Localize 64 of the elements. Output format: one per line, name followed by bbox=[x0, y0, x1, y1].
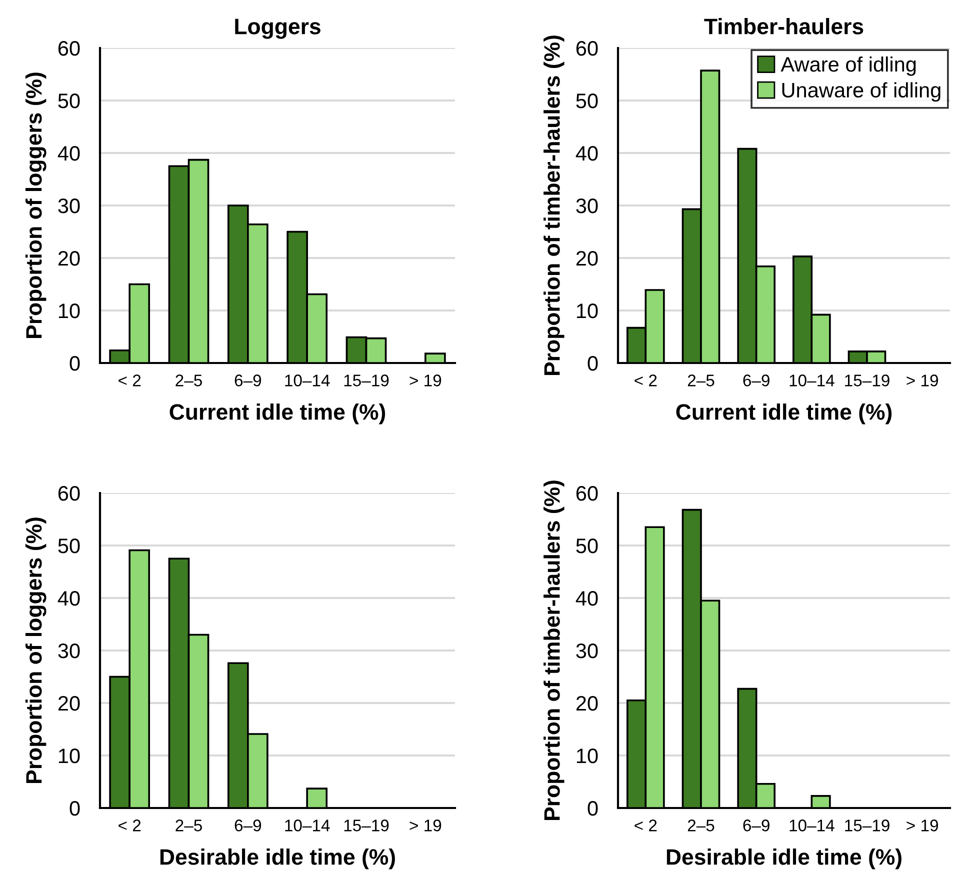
y-tick-label: 10 bbox=[576, 748, 598, 764]
x-tick-label: 10–14 bbox=[790, 820, 834, 832]
y-tick-label: 0 bbox=[70, 356, 80, 371]
y-tick-label: 40 bbox=[576, 591, 598, 606]
x-tick-label: 2–5 bbox=[688, 820, 714, 832]
y-tick-label: 20 bbox=[58, 251, 80, 266]
x-tick-label: < 2 bbox=[634, 374, 657, 386]
y-tick-label: 50 bbox=[576, 94, 598, 108]
y-tick-label: 0 bbox=[70, 801, 80, 816]
x-tick-label: > 19 bbox=[906, 374, 938, 386]
y-tick-label: 30 bbox=[576, 644, 598, 658]
x-axis-title: Current idle time (%) bbox=[676, 404, 892, 424]
y-tick-label: 10 bbox=[58, 304, 80, 318]
y-axis-title: Proportion of loggers (%) bbox=[25, 72, 46, 338]
y-tick-label: 20 bbox=[58, 696, 80, 711]
y-tick-label: 60 bbox=[576, 41, 598, 56]
y-tick-label: 60 bbox=[58, 41, 80, 56]
x-tick-label: 10–14 bbox=[790, 374, 834, 386]
x-tick-label: 6–9 bbox=[234, 820, 262, 832]
y-tick-label: 50 bbox=[58, 538, 80, 554]
y-tick-label: 10 bbox=[58, 748, 80, 764]
y-axis-title: Proportion of timber-haulers (%) bbox=[544, 480, 564, 820]
y-tick-label: 60 bbox=[58, 486, 80, 501]
y-tick-label: 30 bbox=[58, 644, 80, 658]
x-tick-label: < 2 bbox=[118, 374, 141, 386]
y-tick-label: 30 bbox=[576, 198, 598, 214]
x-tick-label: 10–14 bbox=[285, 820, 330, 832]
legend-label: Unaware of idling bbox=[782, 82, 940, 102]
x-tick-label: 10–14 bbox=[285, 374, 330, 386]
x-tick-label: > 19 bbox=[410, 374, 442, 386]
x-tick-label: 2–5 bbox=[176, 374, 202, 386]
x-tick-label: 6–9 bbox=[234, 374, 262, 386]
x-tick-label: > 19 bbox=[906, 820, 938, 832]
chart-title: Timber-haulers bbox=[704, 18, 864, 34]
y-tick-label: 20 bbox=[576, 251, 598, 266]
x-tick-label: > 19 bbox=[410, 820, 442, 832]
x-tick-label: 6–9 bbox=[743, 374, 770, 386]
y-tick-label: 0 bbox=[588, 801, 598, 816]
y-axis-title: Proportion of timber-haulers (%) bbox=[544, 36, 564, 375]
y-tick-label: 30 bbox=[58, 198, 80, 214]
y-axis-title: Proportion of loggers (%) bbox=[25, 518, 46, 783]
x-axis-title: Desirable idle time (%) bbox=[666, 848, 902, 870]
y-tick-label: 50 bbox=[58, 94, 80, 108]
x-tick-label: 2–5 bbox=[688, 374, 714, 386]
x-tick-label: 2–5 bbox=[176, 820, 202, 832]
x-axis-title: Desirable idle time (%) bbox=[160, 848, 395, 870]
x-tick-label: 15–19 bbox=[344, 820, 389, 832]
y-tick-label: 50 bbox=[576, 538, 598, 554]
y-tick-label: 40 bbox=[58, 591, 80, 606]
y-tick-label: 0 bbox=[588, 356, 598, 371]
x-tick-label: 15–19 bbox=[845, 374, 890, 386]
chart-title: Loggers bbox=[235, 18, 320, 39]
x-tick-label: 15–19 bbox=[344, 374, 389, 386]
y-tick-label: 60 bbox=[576, 486, 598, 501]
legend-label: Aware of idling bbox=[780, 56, 916, 76]
x-axis-title: Current idle time (%) bbox=[170, 404, 386, 424]
y-tick-label: 40 bbox=[58, 146, 80, 161]
y-tick-label: 20 bbox=[576, 696, 598, 711]
y-tick-label: 40 bbox=[576, 146, 598, 161]
y-tick-label: 10 bbox=[576, 304, 598, 318]
x-tick-label: < 2 bbox=[118, 820, 141, 832]
x-tick-label: 15–19 bbox=[845, 820, 890, 832]
x-tick-label: < 2 bbox=[634, 820, 657, 832]
x-tick-label: 6–9 bbox=[743, 820, 770, 832]
